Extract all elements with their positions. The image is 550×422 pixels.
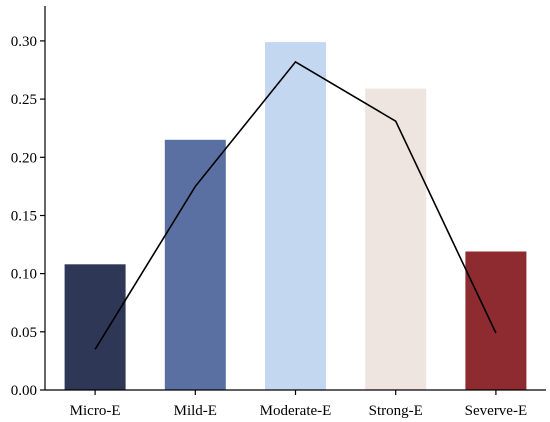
y-tick-label: 0.25 — [11, 92, 37, 108]
bar-severve-e — [465, 251, 527, 390]
y-tick-label: 0.20 — [11, 150, 37, 166]
x-labels-group: Micro-E Mild-E Moderate-E Strong-E Severve-E — [70, 390, 527, 419]
x-category-label: Moderate-E — [260, 403, 332, 419]
trend-line-group — [94, 60, 497, 350]
x-category-label: Mild-E — [174, 403, 217, 419]
y-tick-label: 0.30 — [11, 34, 37, 50]
y-tick-label: 0.05 — [11, 325, 37, 341]
bar-mild-e — [164, 139, 226, 390]
y-tick-label: 0.10 — [11, 267, 37, 283]
trend-line — [94, 60, 497, 350]
bar-moderate-e — [265, 42, 326, 390]
x-category-label: Severve-E — [465, 403, 527, 419]
x-category-label: Micro-E — [70, 403, 121, 419]
y-tick-label: 0.00 — [11, 383, 37, 399]
bars-group — [64, 42, 527, 390]
bar-micro-e — [64, 264, 126, 390]
x-category-label: Strong-E — [369, 403, 423, 419]
bar-strong-e — [365, 88, 427, 390]
y-tick-label: 0.15 — [11, 209, 37, 225]
y-ticks-group: 0.00 0.05 0.10 0.15 0.20 0.25 0.30 — [11, 34, 45, 399]
